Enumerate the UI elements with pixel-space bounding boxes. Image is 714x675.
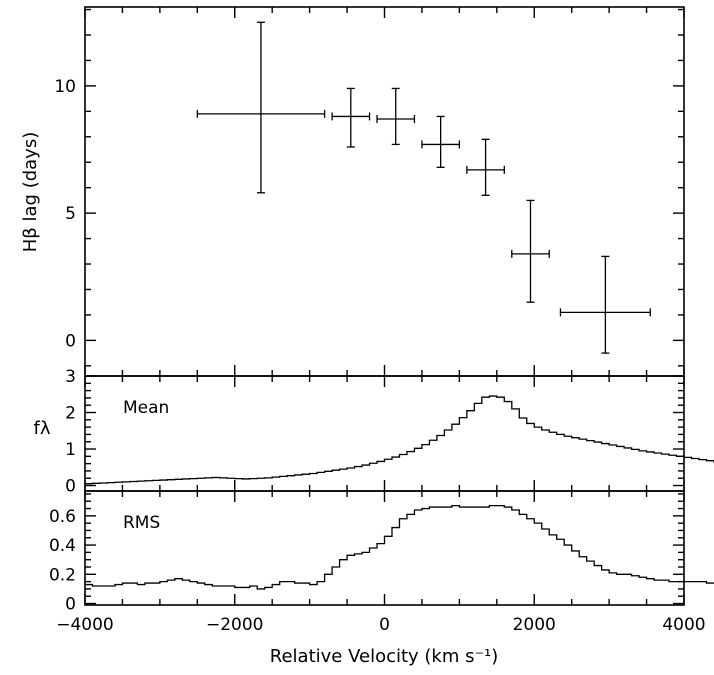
mean-panel-label: Mean xyxy=(123,398,169,418)
rms-panel-label: RMS xyxy=(123,513,160,533)
y-tick-label: 0.2 xyxy=(49,565,76,585)
lag-data-point xyxy=(421,115,461,168)
mean-y-tick-labels: 0 1 2 3 xyxy=(65,367,76,497)
lag-data-point xyxy=(559,255,651,354)
x-tick-label: −2000 xyxy=(206,615,264,635)
x-axis-label: Relative Velocity (km s⁻¹) xyxy=(270,646,498,667)
y-tick-label: 3 xyxy=(65,367,76,387)
lag-data-point xyxy=(466,138,505,196)
mean-spectrum-panel: 0 1 2 3 Mean fλ xyxy=(34,367,714,497)
lag-panel: 0 5 10 Hβ lag (days) xyxy=(20,6,685,377)
x-tick-label: 0 xyxy=(379,615,390,635)
y-tick-label: 10 xyxy=(54,77,76,97)
y-tick-label: 2 xyxy=(65,404,76,424)
mean-spectrum-line xyxy=(85,395,714,485)
x-tick-label: −4000 xyxy=(56,615,114,635)
y-tick-label: 0.4 xyxy=(49,536,76,556)
y-tick-label: 0 xyxy=(65,331,76,351)
y-tick-label: 5 xyxy=(65,204,76,224)
lag-panel-ticks xyxy=(84,7,685,376)
lag-data-point xyxy=(511,199,550,303)
y-tick-label: 0.6 xyxy=(49,507,76,527)
x-tick-labels: −4000 −2000 0 2000 4000 xyxy=(56,615,705,635)
y-tick-label: 0 xyxy=(65,595,76,615)
rms-panel-ticks xyxy=(84,491,685,605)
mean-panel-frame xyxy=(84,375,685,492)
mean-panel-ticks xyxy=(84,375,685,491)
lag-data-point xyxy=(376,87,416,146)
rms-panel-frame xyxy=(84,490,685,606)
x-tick-label: 4000 xyxy=(662,615,705,635)
rms-spectrum-line xyxy=(85,504,714,590)
mean-y-axis-label: fλ xyxy=(34,418,51,439)
lag-data-points xyxy=(196,21,651,354)
lag-data-point xyxy=(196,21,326,194)
lag-data-point xyxy=(331,87,371,148)
lag-panel-frame xyxy=(84,6,685,377)
x-tick-label: 2000 xyxy=(513,615,556,635)
rms-y-tick-labels: 0 0.2 0.4 0.6 xyxy=(49,507,76,615)
y-tick-label: 1 xyxy=(65,440,76,460)
lag-y-axis-label: Hβ lag (days) xyxy=(20,132,41,252)
y-tick-label: 0 xyxy=(65,477,76,497)
lag-y-tick-labels: 0 5 10 xyxy=(54,77,76,351)
rms-spectrum-panel: 0 0.2 0.4 0.6 −4000 −2000 0 2000 4000 RMS Relat… xyxy=(49,490,714,667)
